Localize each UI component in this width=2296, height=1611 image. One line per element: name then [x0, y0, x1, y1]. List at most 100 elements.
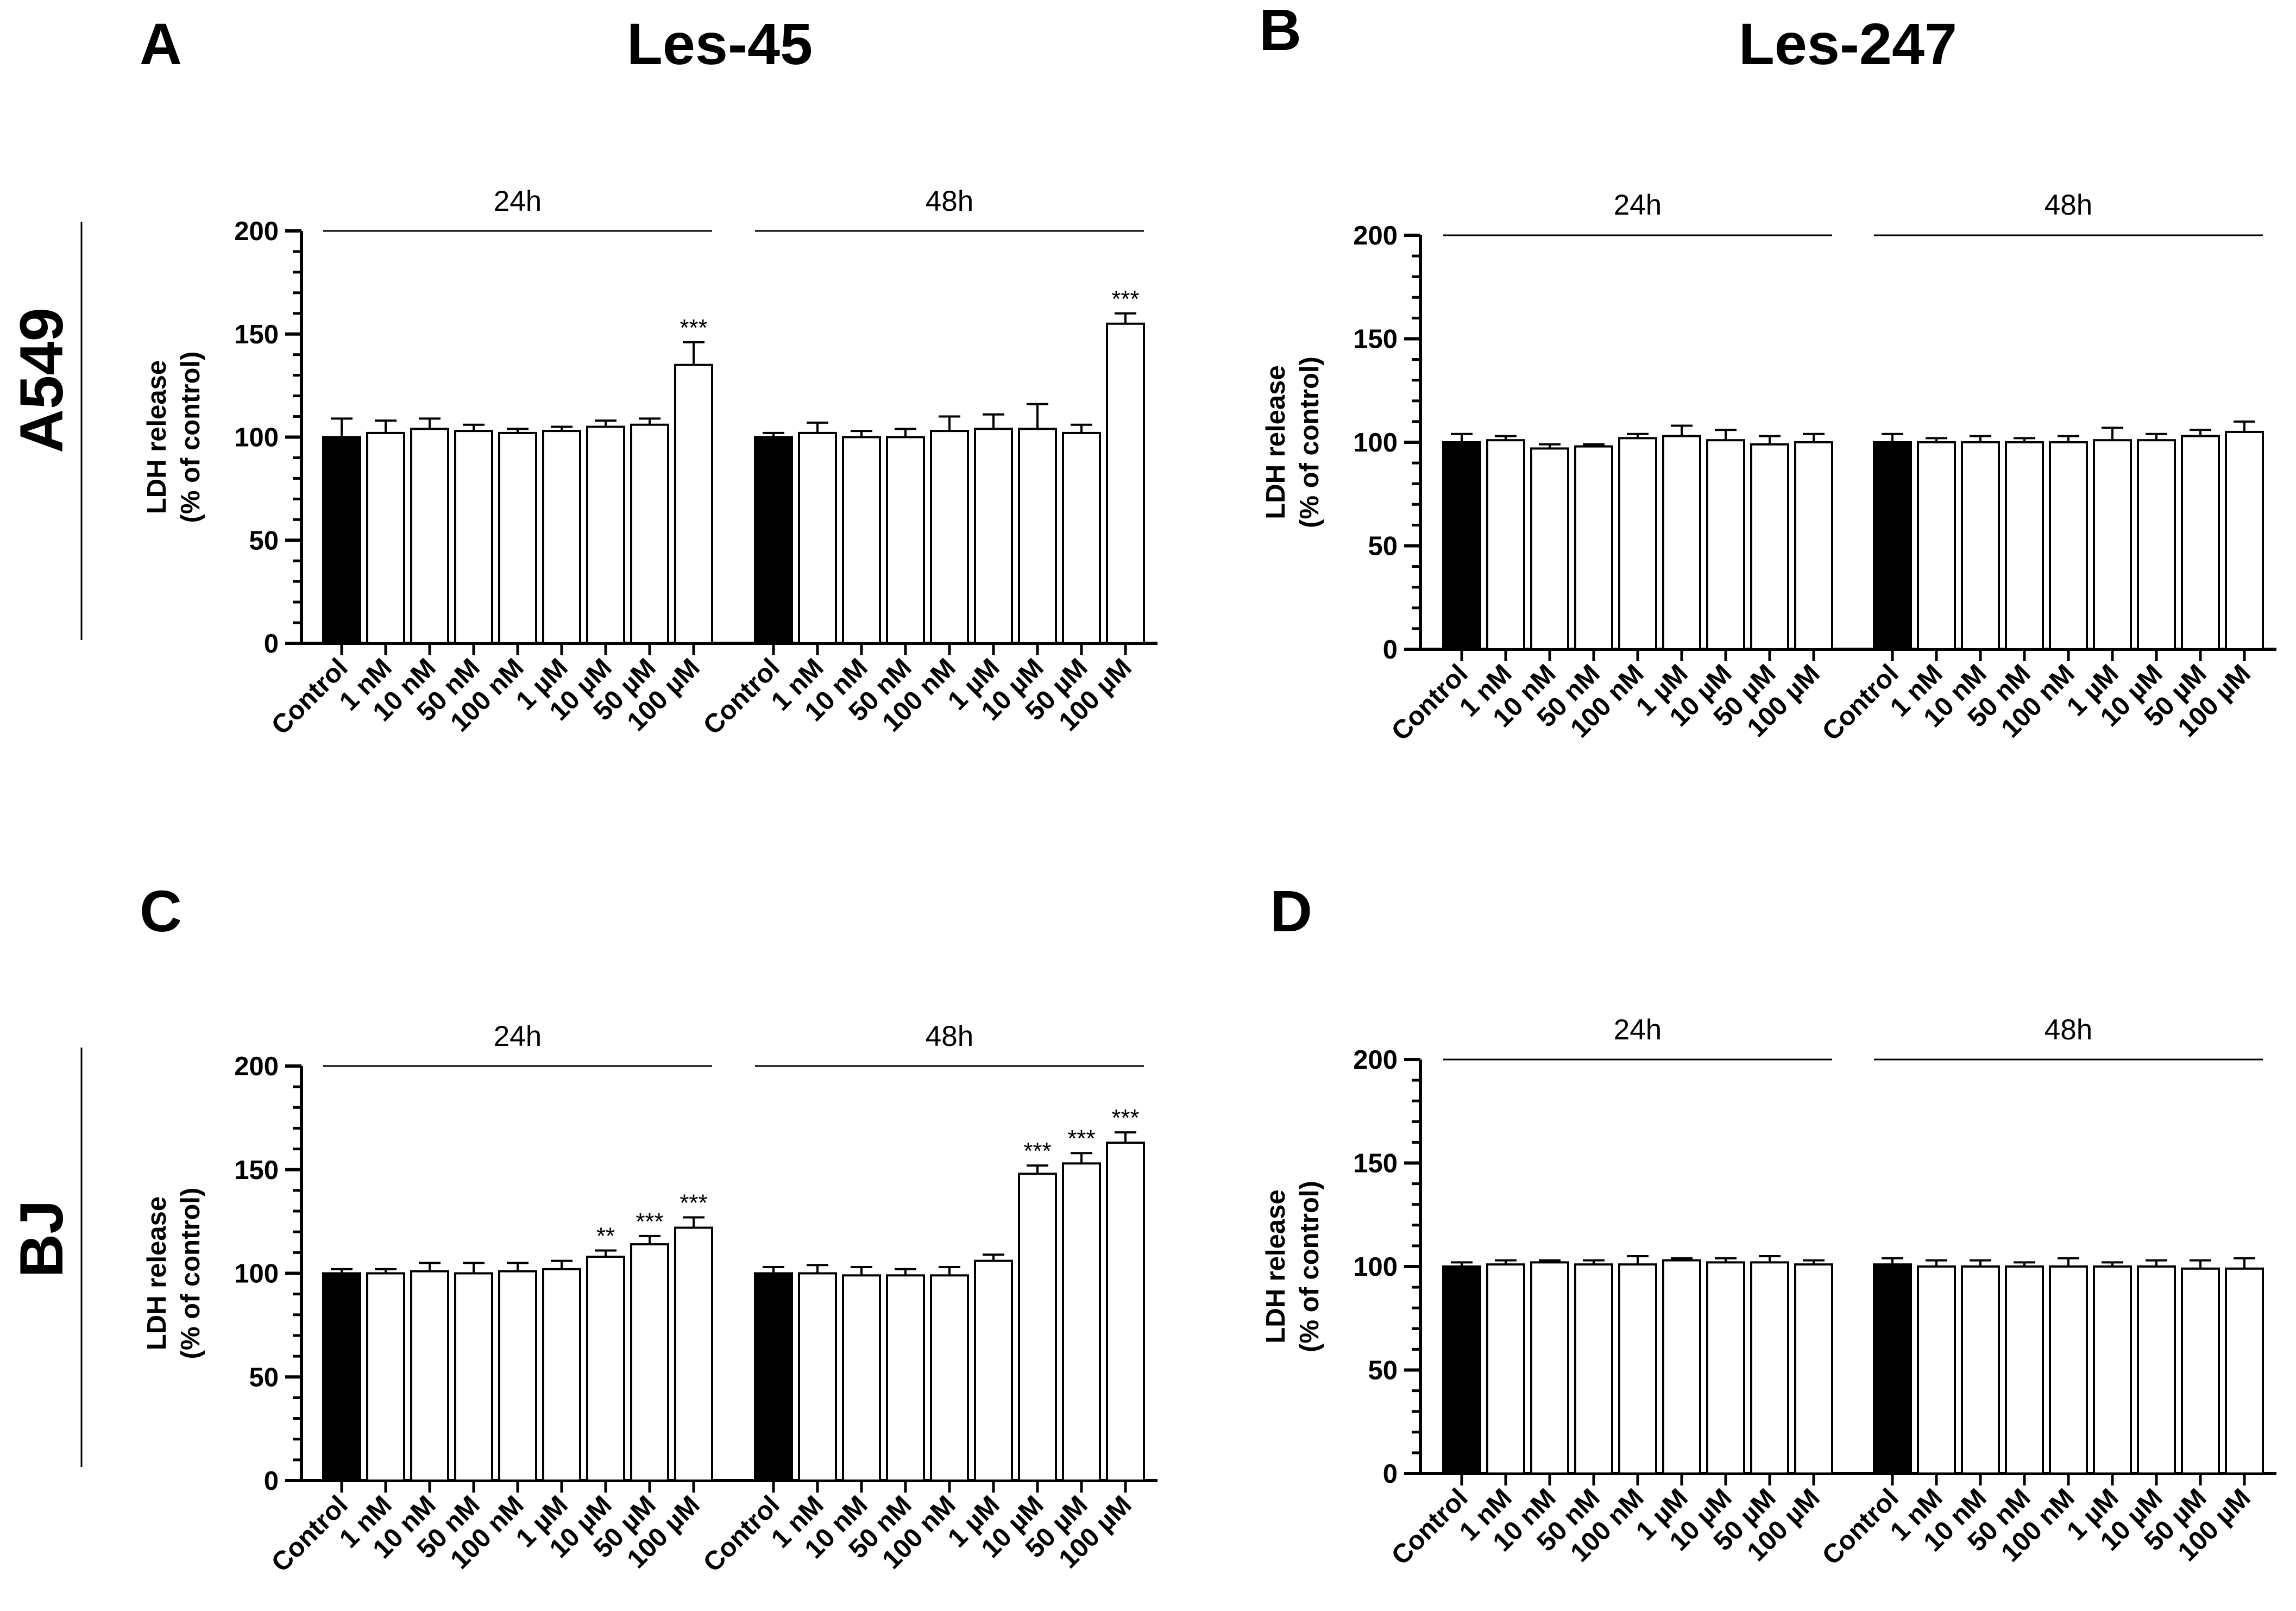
- bar-treated: [1961, 1265, 2000, 1475]
- y-axis-title: LDH release (% of control): [1261, 1181, 1324, 1352]
- row-label-bj: BJ: [8, 1200, 76, 1277]
- bar-treated: [1106, 1142, 1145, 1482]
- bar-treated: [454, 1272, 493, 1482]
- bar-treated: [498, 1270, 537, 1482]
- bar-treated: [1486, 439, 1525, 650]
- y-tick-label: 100: [1353, 1252, 1398, 1282]
- bar-control: [754, 1272, 793, 1482]
- bar-control: [1442, 441, 1481, 650]
- bar-treated: [366, 1272, 405, 1482]
- bar-treated: [1961, 441, 2000, 650]
- y-tick-label: 150: [234, 320, 279, 349]
- bar-control: [1873, 1263, 1912, 1475]
- y-axis-title: LDH release (% of control): [142, 1188, 205, 1359]
- bar-treated: [1018, 1173, 1057, 1482]
- bar-treated: [1750, 443, 1789, 650]
- y-tick-label: 100: [1353, 428, 1398, 457]
- significance-marker: **: [596, 1223, 615, 1250]
- bar-treated: [2049, 1265, 2088, 1475]
- bar-control: [754, 436, 793, 644]
- bar-treated: [2137, 1265, 2176, 1475]
- y-axis-title-line: LDH release: [142, 1196, 172, 1350]
- bar-treated: [798, 1272, 837, 1482]
- bar-treated: [2181, 435, 2220, 650]
- bar-treated: [674, 1226, 713, 1482]
- compound-title-les247: Les-247: [1739, 11, 1957, 77]
- y-tick-label: 200: [1353, 1045, 1398, 1075]
- y-tick-label: 50: [1368, 1356, 1398, 1386]
- group-bracket-label: 24h: [1614, 189, 1662, 221]
- group-bracket-label: 24h: [494, 185, 542, 217]
- bar-treated: [1917, 441, 1956, 650]
- bar-treated: [2005, 1265, 2044, 1475]
- bar-control: [1442, 1265, 1481, 1475]
- group-bracket-label: 48h: [2045, 1014, 2092, 1046]
- y-tick-label: 100: [234, 1259, 279, 1289]
- bar-treated: [630, 423, 669, 644]
- bar-treated: [886, 436, 925, 644]
- significance-marker: ***: [1067, 1125, 1095, 1152]
- bar-treated: [1530, 447, 1569, 650]
- bar-treated: [1794, 441, 1833, 650]
- bar-treated: [410, 428, 449, 644]
- bar-treated: [1662, 435, 1701, 650]
- bar-treated: [586, 1255, 625, 1482]
- bar-treated: [930, 1274, 969, 1482]
- y-axis-title-line: (% of control): [1295, 1181, 1324, 1352]
- significance-marker: ***: [1111, 286, 1139, 312]
- bar-treated: [1794, 1263, 1833, 1475]
- bar-treated: [1706, 439, 1745, 650]
- y-tick-label: 200: [1353, 221, 1398, 250]
- y-tick-label: 150: [1353, 1149, 1398, 1179]
- y-tick-label: 0: [264, 629, 279, 659]
- chart-panel-d: 0 50 100 150 200 LDH release (% of control) 24h…: [1261, 1014, 2276, 1571]
- bar-treated: [498, 431, 537, 644]
- bar-treated: [1574, 445, 1613, 650]
- bar-treated: [1486, 1263, 1525, 1475]
- bar-treated: [886, 1274, 925, 1482]
- bar-treated: [1706, 1261, 1745, 1475]
- bar-treated: [1917, 1265, 1956, 1475]
- bar-treated: [542, 430, 581, 644]
- chart-panel-c: 0 50 100 150 200 LDH release (% of control) 24h…: [142, 1020, 1158, 1578]
- significance-marker: ***: [680, 1189, 707, 1216]
- bar-treated: [1750, 1261, 1789, 1475]
- y-tick-label: 0: [1383, 1459, 1398, 1489]
- bar-treated: [674, 363, 713, 644]
- bar-treated: [1018, 428, 1057, 644]
- group-bracket-label: 48h: [926, 1020, 973, 1052]
- bar-treated: [1662, 1259, 1701, 1475]
- y-tick-label: 50: [1368, 532, 1398, 561]
- y-tick-label: 150: [1353, 325, 1398, 354]
- y-tick-label: 0: [1383, 635, 1398, 665]
- bar-treated: [586, 425, 625, 645]
- y-tick-label: 150: [234, 1156, 279, 1185]
- y-axis-title: LDH release (% of control): [142, 352, 205, 523]
- group-bracket-label: 48h: [926, 185, 973, 217]
- bar-treated: [1618, 437, 1657, 650]
- y-tick-label: 50: [249, 526, 279, 555]
- chart-panel-b: 0 50 100 150 200 LDH release (% of control) 24h…: [1261, 189, 2276, 747]
- bar-control: [1873, 441, 1912, 650]
- bar-treated: [930, 430, 969, 644]
- bar-treated: [974, 428, 1013, 644]
- panel-letter-b: B: [1259, 0, 1301, 62]
- y-axis-title: LDH release (% of control): [1261, 356, 1324, 528]
- group-bracket-label: 24h: [1614, 1014, 1662, 1046]
- bar-treated: [2181, 1267, 2220, 1475]
- y-axis-title-line: LDH release: [1261, 1189, 1291, 1343]
- bar-treated: [974, 1259, 1013, 1482]
- group-bracket-label: 48h: [2045, 189, 2092, 221]
- y-axis-title-line: (% of control): [176, 352, 205, 523]
- y-tick-label: 50: [249, 1363, 279, 1392]
- y-axis-title-line: LDH release: [142, 360, 172, 514]
- significance-marker: ***: [636, 1208, 663, 1235]
- panel-letter-a: A: [140, 11, 182, 77]
- significance-marker: ***: [1111, 1105, 1139, 1131]
- bar-treated: [1062, 431, 1101, 644]
- bar-control: [322, 436, 361, 644]
- bar-treated: [1618, 1263, 1657, 1475]
- bar-treated: [842, 1274, 881, 1482]
- panel-letter-c: C: [140, 878, 182, 944]
